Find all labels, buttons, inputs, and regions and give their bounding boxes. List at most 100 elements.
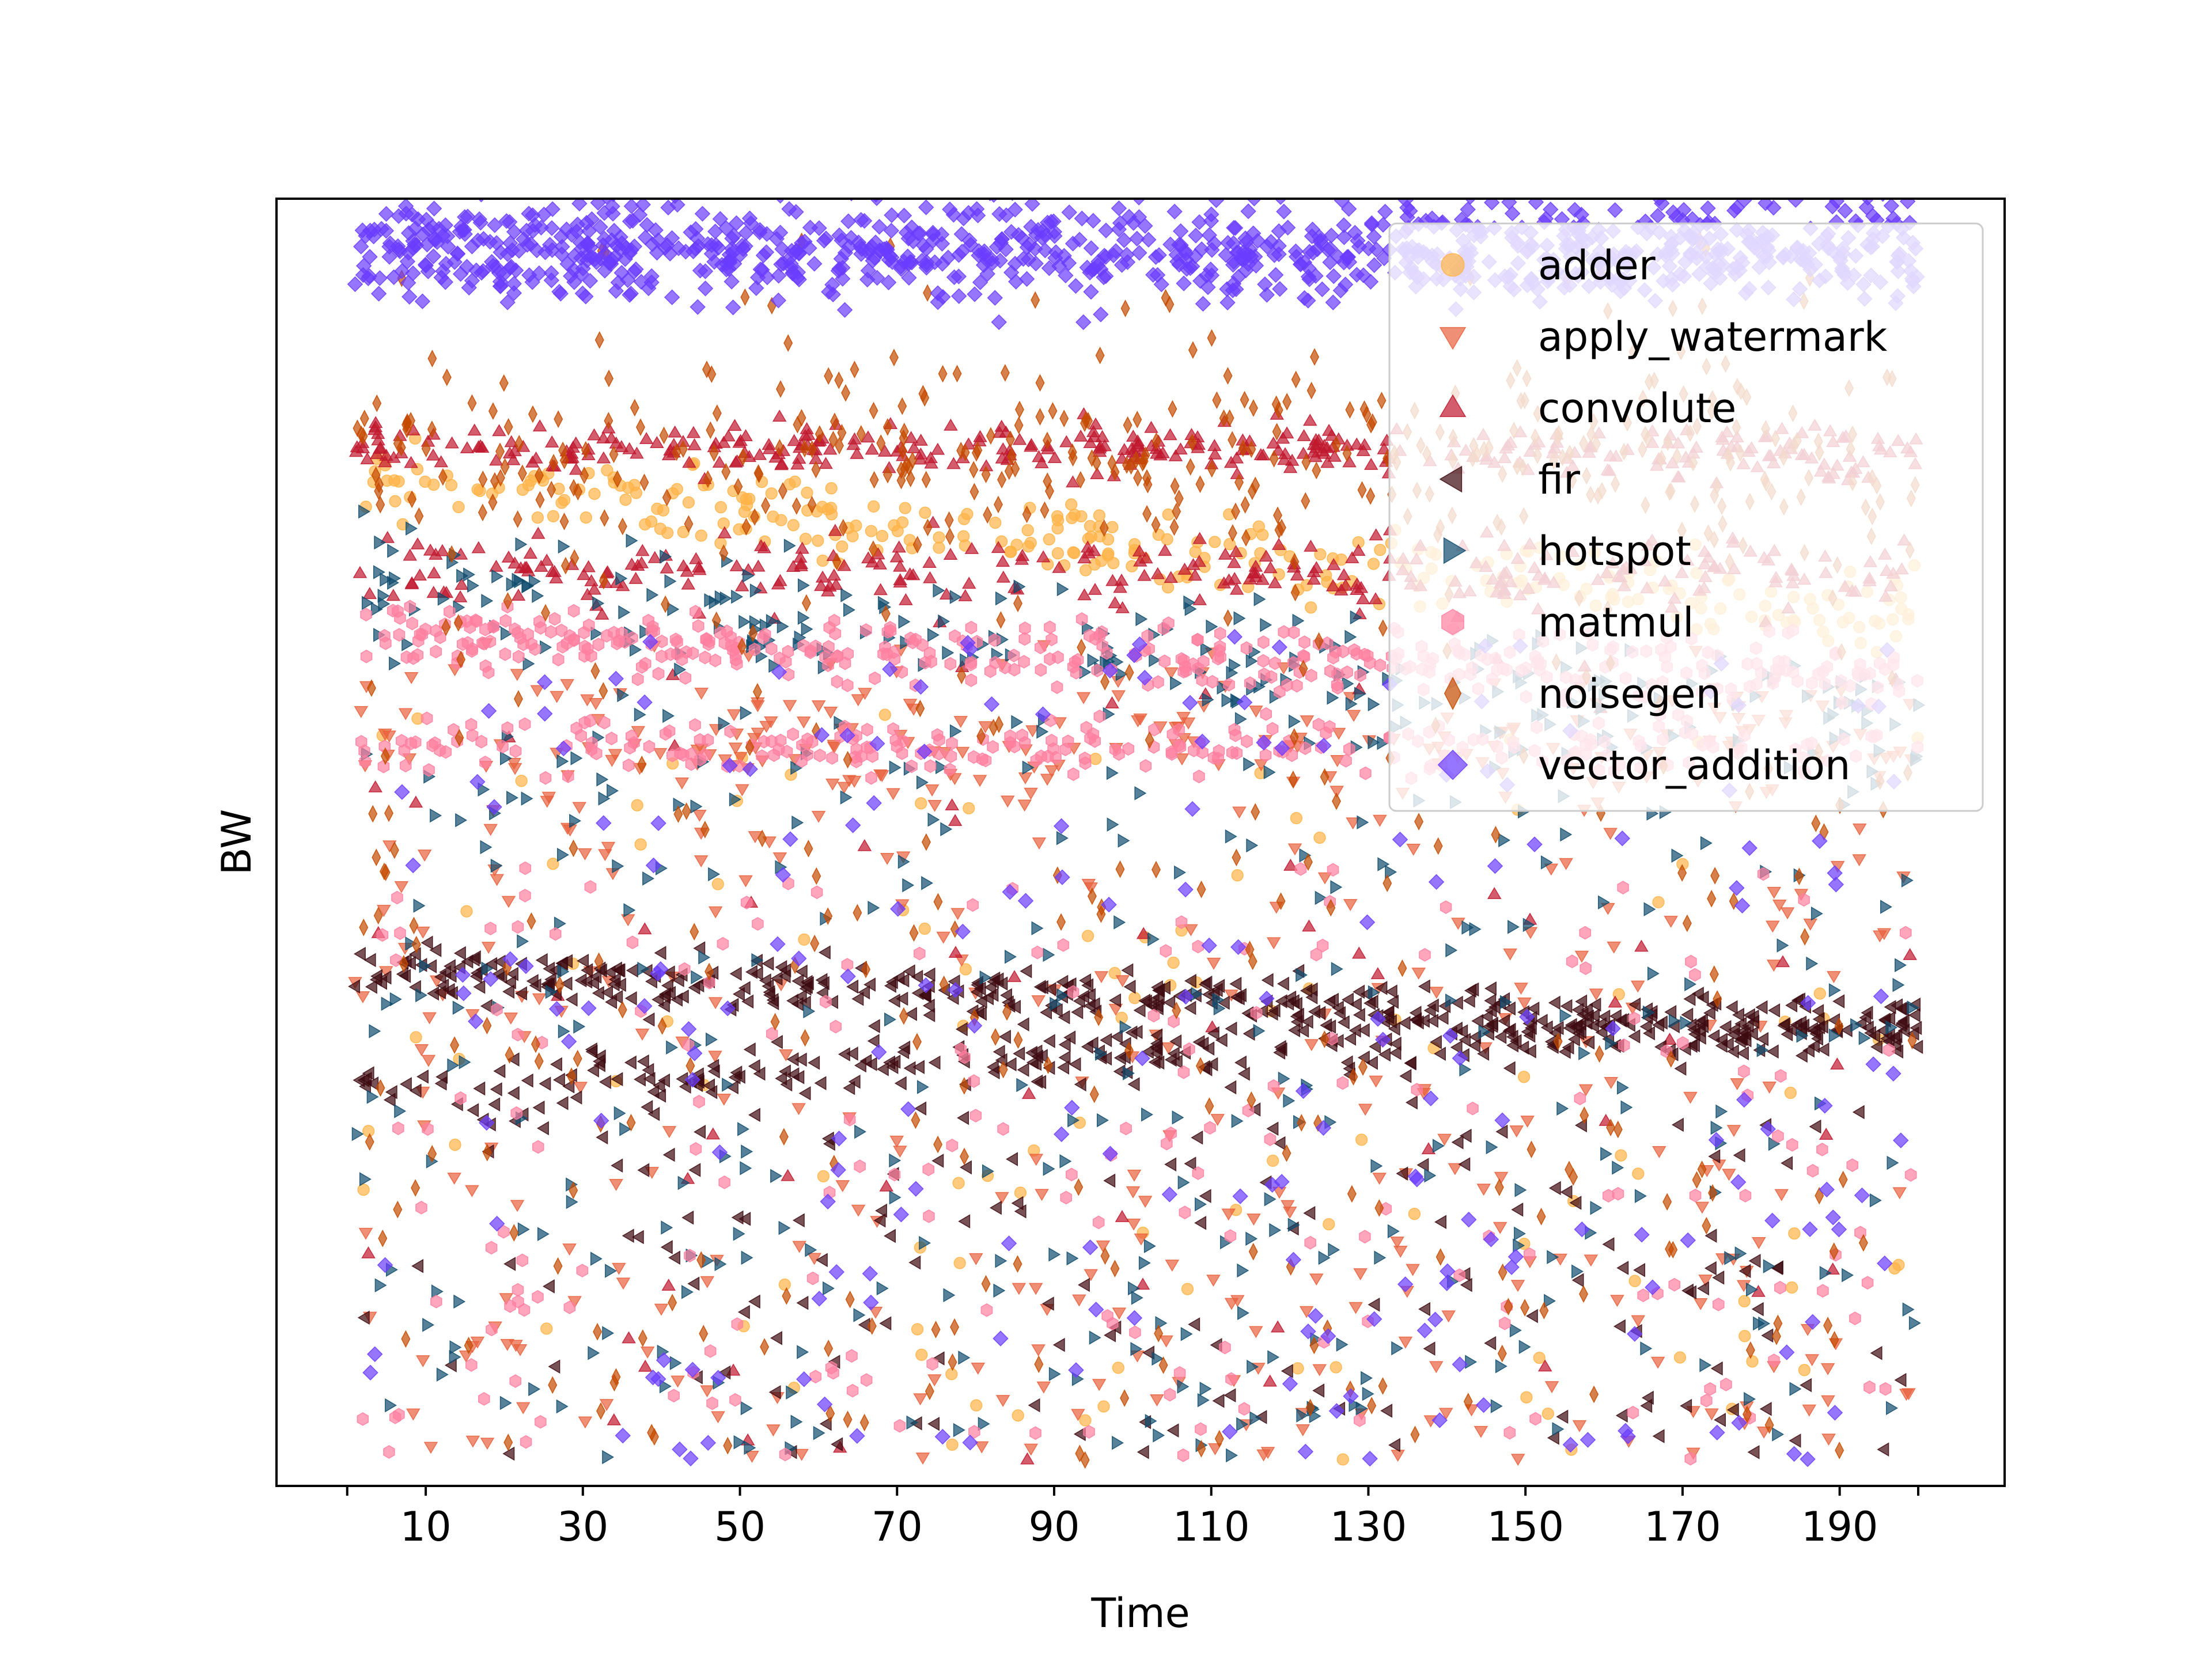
convolute-point (1290, 568, 1305, 581)
noisegen-point (559, 452, 569, 469)
hotspot-point (1777, 938, 1789, 953)
convolute-point (453, 590, 468, 602)
convolute-point (823, 579, 837, 592)
fir-point (589, 969, 602, 984)
matmul-point (1157, 621, 1170, 636)
apply-watermark-point (654, 1303, 669, 1316)
matmul-point (1183, 1042, 1195, 1056)
fir-point (831, 1437, 843, 1452)
fir-point (762, 956, 774, 971)
fir-point (1708, 1149, 1721, 1164)
hotspot-point (501, 626, 513, 641)
adder-point (1267, 1154, 1279, 1167)
matmul-point (988, 633, 1001, 647)
matmul-point (1080, 720, 1093, 735)
matmul-point (810, 885, 823, 900)
matmul-point (1224, 1229, 1237, 1243)
matmul-point (499, 614, 512, 628)
hotspot-point (637, 961, 650, 976)
convolute-point (1263, 1374, 1278, 1387)
fir-point (1503, 1061, 1516, 1076)
matmul-point (827, 1366, 839, 1380)
noisegen-point (1312, 461, 1321, 480)
fir-point (353, 946, 366, 961)
adder-point (1673, 1351, 1687, 1364)
matmul-point (1092, 1215, 1105, 1230)
hotspot-point (521, 791, 533, 806)
convolute-point (873, 557, 888, 570)
matmul-point (787, 727, 799, 741)
apply-watermark-point (1084, 882, 1099, 894)
fir-point (876, 1062, 889, 1076)
hotspot-point (1191, 987, 1203, 1002)
hotspot-point (481, 961, 494, 976)
hotspot-point (797, 610, 810, 625)
fir-point (622, 1228, 634, 1243)
noisegen-point (594, 331, 604, 349)
hotspot-point (557, 964, 570, 979)
matmul-point (1775, 1069, 1787, 1083)
matmul-point (1225, 1372, 1237, 1386)
hotspot-point (1036, 725, 1049, 739)
convolute-point (1135, 1277, 1150, 1290)
matmul-point (987, 740, 999, 754)
apply-watermark-point (1852, 854, 1866, 867)
fir-point (986, 974, 999, 989)
fir-point (1232, 991, 1245, 1006)
matmul-point (563, 1300, 576, 1314)
fir-point (453, 946, 466, 961)
apply-watermark-point (1208, 1443, 1222, 1455)
fir-point (668, 1250, 681, 1265)
apply-watermark-point (572, 802, 587, 814)
fir-point (1017, 1017, 1029, 1032)
fir-point (1331, 1034, 1344, 1048)
noisegen-point (876, 434, 886, 452)
matmul-point (1238, 1402, 1251, 1416)
noisegen-point (500, 458, 510, 476)
hotspot-point (1885, 1020, 1898, 1035)
fir-point (611, 989, 623, 1004)
noisegen-point (1282, 393, 1292, 411)
matmul-point (399, 759, 412, 773)
apply-watermark-point (414, 1044, 429, 1056)
matmul-point (1294, 862, 1307, 876)
hotspot-point (626, 533, 638, 548)
fir-point (1324, 1019, 1336, 1034)
matmul-point (666, 748, 679, 763)
fir-point (748, 1108, 760, 1122)
noisegen-point (535, 467, 544, 484)
matmul-point (1467, 1101, 1479, 1116)
hotspot-point (1152, 1351, 1164, 1366)
hotspot-point (801, 622, 813, 636)
matmul-point (1617, 881, 1629, 894)
apply-watermark-point (404, 672, 419, 684)
noisegen-point (1059, 409, 1069, 427)
noisegen-point (659, 426, 669, 445)
adder-point (1089, 753, 1102, 765)
matmul-point (556, 640, 569, 654)
adder-point (933, 541, 945, 554)
apply-watermark-point (1000, 795, 1015, 808)
hotspot-point (921, 875, 934, 890)
convolute-point (680, 564, 695, 577)
apply-watermark-point (354, 706, 369, 718)
noisegen-point (376, 495, 385, 514)
adder-point (1517, 1071, 1531, 1083)
apply-watermark-point (1652, 1146, 1666, 1158)
fir-point (490, 1082, 502, 1097)
apply-watermark-point (675, 778, 690, 790)
fir-point (884, 1228, 896, 1243)
fir-point (1556, 1409, 1569, 1424)
apply-watermark-point (415, 926, 430, 939)
fir-point (919, 989, 931, 1004)
matmul-point (1044, 620, 1056, 635)
convolute-point (647, 551, 662, 563)
matmul-point (1738, 1064, 1750, 1079)
convolute-point (1032, 450, 1046, 462)
matmul-point (478, 1392, 490, 1406)
fir-point (737, 1304, 750, 1319)
convolute-point (361, 1246, 376, 1258)
hotspot-point (1106, 765, 1119, 780)
fir-point (1748, 1253, 1761, 1268)
convolute-point (1275, 431, 1290, 444)
